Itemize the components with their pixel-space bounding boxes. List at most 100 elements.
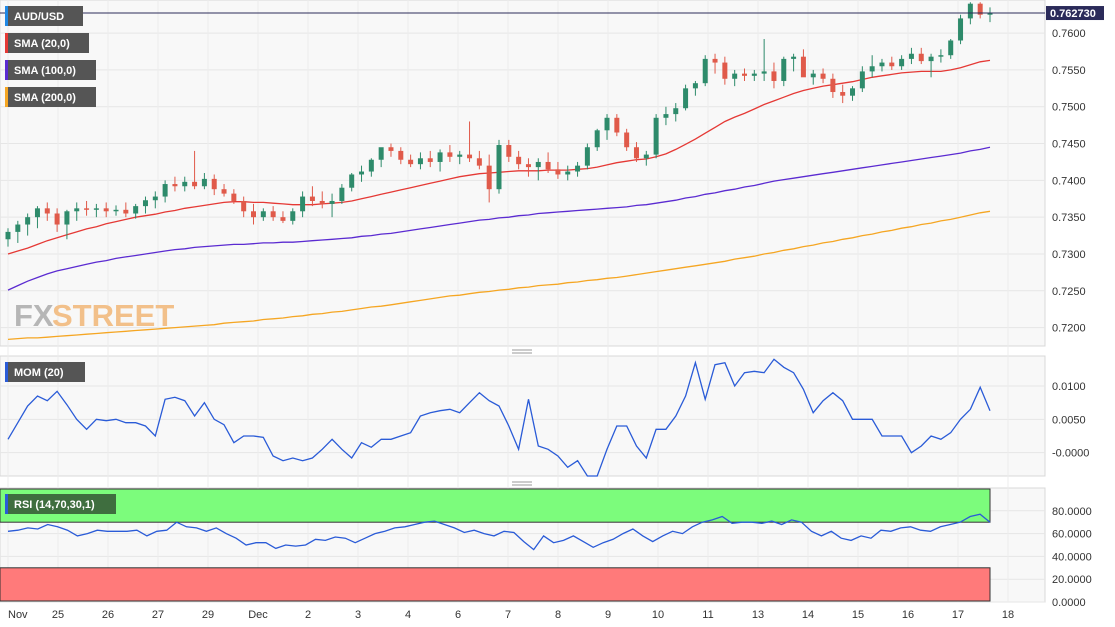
x-tick-label: 27 (152, 609, 164, 621)
candle (918, 47, 924, 65)
candle-body (584, 147, 590, 166)
candle-body (388, 147, 394, 151)
candle (624, 128, 630, 151)
candle (64, 209, 70, 240)
candle (879, 58, 885, 72)
x-tick-label: 6 (455, 609, 461, 621)
candle-body (967, 3, 973, 19)
legend-symbol-label: AUD/USD (14, 11, 64, 23)
candle (908, 47, 914, 65)
candle-body (368, 159, 374, 172)
legend-mom-label: MOM (20) (14, 367, 64, 379)
x-tick-label: 10 (652, 609, 664, 621)
candle-body (133, 206, 139, 214)
candle (408, 154, 414, 168)
candle (182, 176, 188, 192)
candle-body (673, 108, 679, 115)
candle-body (93, 208, 99, 210)
candle (516, 150, 522, 170)
candle-body (830, 78, 836, 93)
candle-body (624, 132, 630, 148)
candle (437, 149, 443, 172)
candle (309, 186, 315, 207)
candle-body (74, 208, 80, 212)
candle (211, 174, 217, 196)
candle (319, 191, 325, 209)
candle (133, 203, 139, 219)
x-tick-label: 17 (952, 609, 964, 621)
mom-panel[interactable] (0, 355, 1046, 477)
candle (633, 142, 639, 162)
candle-body (948, 40, 954, 56)
candle-body (152, 196, 158, 201)
candle-body (182, 181, 188, 187)
candle-body (221, 189, 227, 194)
candle-body (742, 73, 747, 76)
candle-body (211, 178, 217, 190)
legend-mom[interactable]: MOM (20) (5, 362, 85, 382)
candle (614, 114, 620, 137)
legend-symbol[interactable]: AUD/USD (5, 6, 83, 26)
candle (84, 200, 90, 216)
candle (417, 152, 423, 170)
x-tick-label: 18 (1002, 609, 1014, 621)
candle-body (791, 56, 797, 59)
candle-body (800, 56, 806, 78)
current-price-tag (1046, 6, 1104, 21)
candle-body (908, 53, 914, 59)
candle (34, 206, 40, 229)
rsi-resize-handle[interactable] (512, 481, 532, 486)
candle-body (918, 53, 924, 62)
legend-sma200[interactable]: SMA (200,0) (5, 87, 96, 107)
candle-body (300, 196, 306, 212)
candle-body (260, 211, 266, 218)
candle-body (34, 208, 40, 218)
candle (722, 56, 728, 85)
candle (93, 203, 99, 218)
candlesticks (5, 2, 993, 247)
candle-body (879, 62, 885, 67)
candle-body (241, 200, 247, 212)
mom-y-tick: 0.0100 (1052, 381, 1086, 393)
candle (977, 2, 983, 19)
candle (201, 173, 207, 190)
candle (859, 66, 865, 93)
candle-body (525, 164, 531, 168)
candle-body (545, 161, 551, 170)
legend-sma20[interactable]: SMA (20,0) (5, 33, 89, 53)
candle (74, 202, 80, 221)
rsi-y-tick: 20.0000 (1052, 574, 1092, 586)
candle (172, 176, 178, 192)
x-tick-label: 4 (405, 609, 411, 621)
candle-body (339, 187, 345, 201)
main-panel[interactable] (0, 0, 1046, 347)
legend-rsi[interactable]: RSI (14,70,30,1) (5, 494, 116, 514)
x-tick-label: 14 (802, 609, 814, 621)
watermark-logo-fx: FX (14, 298, 54, 333)
watermark-logo-street: STREET (52, 298, 174, 333)
candle-body (712, 58, 718, 63)
legend-sma20-label: SMA (20,0) (14, 38, 70, 50)
x-tick-label: 8 (555, 609, 561, 621)
candle-body (722, 62, 728, 79)
candle (673, 103, 679, 122)
candle-body (192, 181, 198, 187)
candle (25, 213, 31, 236)
candle (388, 143, 394, 157)
candle (663, 106, 669, 126)
candle (820, 68, 826, 84)
mom-y-tick: 0.0050 (1052, 414, 1086, 426)
mom-resize-handle[interactable] (512, 349, 532, 354)
x-tick-label: Dec (248, 609, 268, 621)
candle-body (663, 114, 669, 118)
candle-body (329, 200, 335, 204)
price-y-tick: 0.7200 (1052, 323, 1086, 335)
price-y-tick: 0.7350 (1052, 212, 1086, 224)
legend-sma100[interactable]: SMA (100,0) (5, 60, 96, 80)
candle-body (319, 200, 325, 204)
x-tick-label: 13 (752, 609, 764, 621)
candle-body (702, 58, 708, 84)
candle-body (771, 71, 777, 81)
candle-body (309, 196, 315, 201)
